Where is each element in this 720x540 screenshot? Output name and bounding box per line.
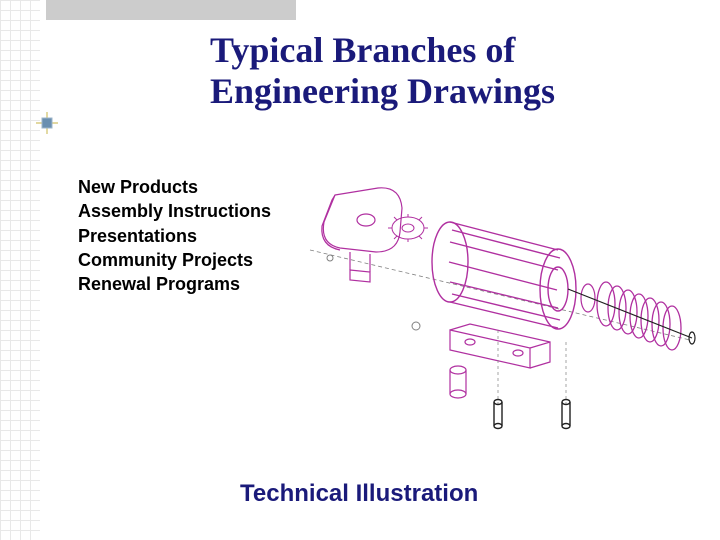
bullet-item: Community Projects	[78, 248, 271, 272]
slide-title: Typical Branches of Engineering Drawings	[210, 30, 630, 113]
top-bar-decor	[46, 0, 296, 20]
exploded-view-illustration	[300, 170, 700, 430]
pin2	[562, 400, 570, 429]
bullet-list: New Products Assembly Instructions Prese…	[78, 175, 271, 296]
motor-cylinder	[432, 222, 576, 329]
coil-spring	[597, 282, 681, 350]
bullet-item: New Products	[78, 175, 271, 199]
bullet-item: Renewal Programs	[78, 272, 271, 296]
bullet-item: Assembly Instructions	[78, 199, 271, 223]
ball	[412, 322, 420, 330]
left-grid-decor	[0, 0, 40, 540]
shaft	[568, 289, 695, 344]
base-mount	[450, 324, 550, 398]
bullet-item: Presentations	[78, 224, 271, 248]
fastener	[327, 255, 333, 261]
gear-part	[388, 214, 428, 242]
pin1	[494, 400, 502, 429]
washer	[581, 284, 595, 312]
bracket-part	[322, 188, 402, 282]
slide-subtitle: Technical Illustration	[240, 480, 478, 508]
corner-ornament	[36, 112, 58, 134]
